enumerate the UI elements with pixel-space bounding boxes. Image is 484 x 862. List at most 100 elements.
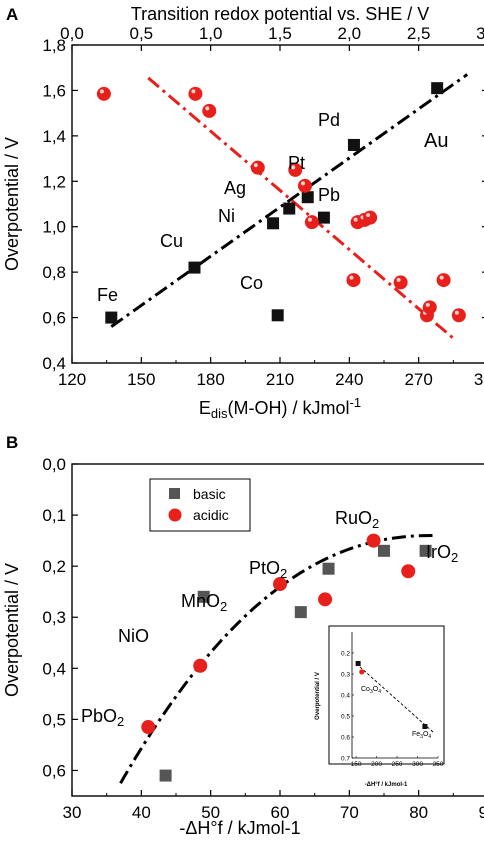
point-label-nio: NiO: [118, 626, 149, 646]
data-point-highlight: [454, 310, 459, 315]
x-tick-label: 90: [479, 803, 484, 822]
data-point-acidic: [193, 658, 208, 673]
data-point-square: [188, 261, 201, 274]
inset-x-tick-label: 350: [433, 761, 444, 768]
panel-a-points: [96, 82, 466, 324]
inset-y-tick-label: 0.4: [341, 693, 350, 700]
inset-x-tick-label: 150: [351, 761, 362, 768]
data-point-highlight: [99, 89, 104, 94]
x-tick-label: 40: [132, 803, 151, 822]
data-point-square: [283, 202, 296, 215]
data-point-basic: [378, 544, 390, 557]
panel-a-y-axis-label: Overpotential / V: [2, 137, 22, 271]
data-point-square: [105, 311, 118, 324]
top-x-tick-label: 0,0: [60, 24, 84, 43]
data-point-circle: [304, 215, 319, 230]
x-tick-label: 240: [335, 370, 363, 389]
data-point-square: [271, 309, 284, 322]
point-label-mno2: MnO2: [181, 591, 227, 614]
x-tick-label: 300: [474, 370, 484, 389]
data-point-highlight: [353, 217, 358, 222]
y-tick-label: 1,6: [42, 81, 66, 100]
legend-swatch-acidic: [168, 508, 182, 522]
point-label-pt: Pt: [288, 153, 305, 173]
inset-trendline: [355, 663, 435, 734]
panel-a-trendlines: [110, 73, 469, 342]
top-x-tick-label: 1,5: [268, 24, 292, 43]
point-label-cu: Cu: [160, 231, 183, 251]
top-x-tick-label: 3,0: [476, 24, 484, 43]
data-point-highlight: [425, 302, 430, 307]
data-point-circle: [451, 308, 466, 323]
data-point-highlight: [396, 277, 401, 282]
y-tick-label: 0,2: [42, 557, 66, 576]
inset-y-tick-label: 0.2: [341, 651, 350, 658]
inset-y-tick-label: 0.7: [341, 756, 350, 763]
inset-point-circle: [359, 669, 365, 675]
x-tick-label: 210: [266, 370, 294, 389]
data-point-basic: [294, 606, 307, 619]
inset-y-axis-label: Overpotential / V: [315, 672, 321, 720]
data-point-basic: [419, 544, 432, 557]
panel-b-points: [141, 533, 432, 782]
data-point-highlight: [439, 275, 444, 280]
panel-b-x-axis-label: -ΔH°f / kJmol-1: [179, 818, 300, 838]
y-tick-label: 0,5: [42, 710, 66, 729]
data-point-circle: [422, 300, 437, 315]
data-point-circle: [202, 103, 217, 118]
inset-x-axis-label: -ΔH°f / kJmol-1: [365, 782, 408, 788]
trendline-black: [110, 73, 469, 328]
data-point-circle: [188, 86, 203, 101]
data-point-highlight: [191, 89, 196, 94]
point-label-co: Co: [240, 273, 263, 293]
data-point-acidic: [273, 577, 287, 592]
point-label-pb: Pb: [318, 185, 340, 205]
data-point-basic: [197, 590, 210, 603]
top-x-tick-label: 1,0: [199, 24, 223, 43]
data-point-square: [267, 217, 280, 230]
y-tick-label: 0,4: [42, 659, 66, 678]
trendline-red: [147, 76, 457, 342]
x-tick-label: 30: [63, 803, 82, 822]
inset-points: [355, 661, 428, 729]
data-point-square: [317, 211, 330, 224]
legend-box: [149, 478, 251, 532]
x-tick-label: 60: [271, 803, 290, 822]
inset-x-tick-label: 300: [412, 761, 423, 768]
data-point-highlight: [253, 163, 258, 168]
data-point-circle: [96, 86, 111, 101]
data-point-acidic: [366, 533, 381, 548]
inset-x-tick-label: 250: [392, 761, 403, 768]
y-tick-label: 0,8: [42, 263, 66, 282]
point-label-pbo2: PbO2: [81, 706, 124, 729]
point-label-pto2: PtO2: [249, 558, 287, 581]
x-tick-label: 150: [127, 370, 155, 389]
point-label-ni: Ni: [218, 206, 235, 226]
inset-label-co3o4: Co3O4: [361, 686, 381, 695]
data-point-highlight: [349, 275, 354, 280]
panel-label-b: B: [6, 433, 18, 452]
data-point-highlight: [307, 217, 312, 222]
inset-point-square: [422, 724, 428, 729]
data-point-square: [301, 191, 314, 204]
panel-b-y-axis-label: Overpotential / V: [2, 563, 22, 697]
y-tick-label: 0,3: [42, 608, 66, 627]
x-tick-label: 80: [409, 803, 428, 822]
data-point-highlight: [300, 181, 305, 186]
panel-b-ticks: 30 40 50 60 70 80 90 0,0 0,1 0,2 0,3 0,4 0,5 0,6: [42, 455, 484, 822]
y-tick-label: 1,2: [42, 172, 66, 191]
data-point-circle: [393, 275, 408, 290]
data-point-acidic: [401, 564, 416, 579]
inset-trendline: [355, 663, 435, 734]
point-label-au: Au: [424, 130, 448, 152]
x-tick-label: 270: [404, 370, 432, 389]
top-x-tick-label: 2,0: [338, 24, 362, 43]
inset-frame: [328, 625, 445, 765]
inset-x-tick-label: 200: [371, 761, 382, 768]
inset-y-tick-label: 0.3: [341, 672, 350, 679]
inset-point-square: [355, 661, 361, 666]
x-tick-label: 70: [340, 803, 359, 822]
data-point-highlight: [366, 213, 371, 218]
